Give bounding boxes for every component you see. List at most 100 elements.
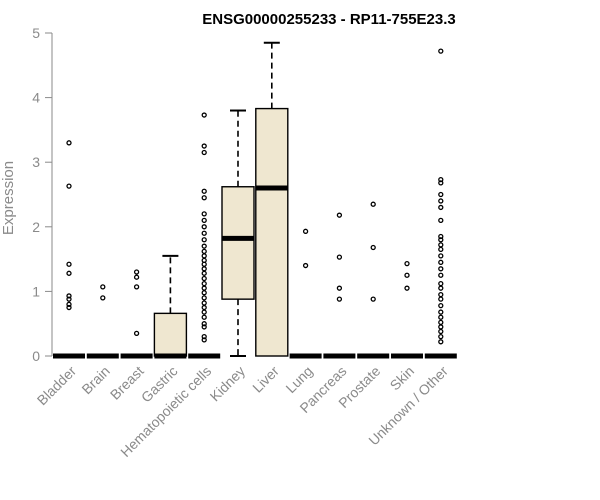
outlier-point [201, 324, 207, 330]
outlier-point [201, 304, 207, 311]
outlier-point [66, 270, 72, 276]
y-axis: 0 1 2 3 4 5 [32, 25, 53, 364]
outlier-point [438, 233, 444, 240]
outlier-point [100, 295, 106, 301]
outlier-point [66, 301, 72, 307]
outlier-point [201, 280, 207, 287]
outlier-point [201, 275, 207, 282]
outlier-point [66, 304, 72, 311]
x-tick-label-5: Kidney [207, 363, 249, 405]
outlier-point [201, 188, 207, 194]
outlier-point [438, 296, 444, 302]
outlier-point [438, 324, 444, 330]
outlier-point [201, 143, 207, 149]
outlier-point [201, 230, 207, 236]
outlier-point [438, 280, 444, 287]
outlier-point [438, 176, 444, 183]
outlier-point [201, 321, 207, 327]
x-tick-label-6: Liver [249, 363, 282, 396]
outlier-point [438, 285, 444, 291]
y-tick-label-5: 5 [32, 25, 40, 41]
box-0 [53, 140, 85, 359]
outlier-point [438, 319, 444, 326]
outlier-point [201, 243, 207, 249]
outlier-point [438, 314, 444, 320]
box-10 [391, 260, 423, 359]
y-tick-label-1: 1 [32, 283, 40, 299]
outlier-point [438, 328, 444, 335]
outlier-point [438, 48, 444, 54]
outlier-point [201, 337, 207, 343]
y-tick-label-4: 4 [32, 90, 40, 106]
box-body [153, 312, 188, 357]
outlier-point [133, 330, 140, 337]
outlier-point [201, 270, 207, 276]
outlier-point [201, 290, 207, 296]
outlier-point [201, 266, 207, 272]
outlier-point [404, 260, 410, 267]
y-tick-label-2: 2 [32, 219, 40, 235]
y-tick-label-3: 3 [32, 154, 40, 170]
outlier-point [438, 339, 444, 345]
outlier-point [404, 272, 410, 278]
outlier-point [302, 228, 309, 234]
outlier-point [201, 237, 207, 243]
box-11 [424, 48, 457, 359]
outlier-point [201, 300, 207, 306]
outlier-point [336, 296, 343, 302]
outlier-point [370, 201, 376, 207]
box-3 [153, 254, 188, 359]
box-7 [289, 228, 322, 359]
outlier-point [370, 296, 376, 302]
box-body [221, 186, 255, 300]
outlier-point [438, 266, 444, 272]
outlier-point [100, 284, 106, 290]
outlier-point [66, 183, 72, 189]
box-6 [255, 41, 289, 357]
outlier-point [438, 191, 444, 198]
outlier-point [201, 195, 207, 201]
outlier-point [438, 291, 444, 298]
outlier-point [201, 248, 207, 254]
outlier-point [201, 309, 207, 315]
outlier-point [201, 261, 207, 267]
box-1 [86, 284, 119, 359]
box-2 [120, 269, 153, 359]
outlier-point [66, 261, 72, 267]
outlier-point [66, 296, 72, 302]
box-body [255, 107, 289, 357]
outlier-point [201, 285, 207, 291]
outlier-point [201, 149, 207, 156]
plot-area [53, 41, 457, 359]
y-tick-label-0: 0 [32, 348, 40, 364]
outlier-point [201, 112, 207, 118]
outlier-point [438, 242, 444, 248]
outlier-point [438, 272, 444, 278]
x-tick-label-0: Bladder [34, 363, 80, 409]
outlier-point [438, 253, 444, 259]
outlier-point [438, 198, 444, 204]
outlier-point [336, 212, 343, 218]
box-8 [323, 212, 356, 359]
outlier-point [438, 204, 444, 211]
outlier-point [133, 269, 140, 275]
outlier-point [438, 180, 444, 186]
chart-title: ENSG00000255233 - RP11-755E23.3 [202, 11, 456, 28]
outlier-point [201, 314, 207, 320]
outlier-point [370, 244, 376, 251]
outlier-point [438, 259, 444, 265]
outlier-point [438, 309, 444, 315]
outlier-point [438, 302, 444, 309]
outlier-point [66, 293, 72, 299]
outlier-point [201, 217, 207, 223]
outlier-point [133, 274, 140, 280]
outlier-point [438, 333, 444, 340]
outlier-point [133, 284, 140, 290]
outlier-point [201, 295, 207, 301]
outlier-point [201, 333, 207, 340]
box-5 [221, 109, 255, 357]
box-9 [357, 201, 390, 359]
outlier-point [66, 140, 72, 146]
